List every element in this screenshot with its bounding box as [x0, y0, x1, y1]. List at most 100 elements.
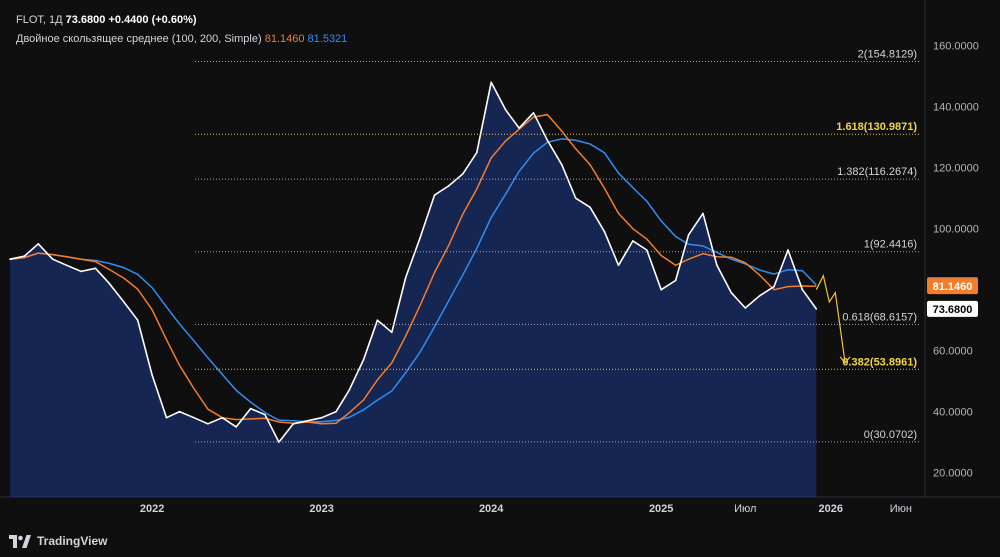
price-point: [80, 270, 82, 273]
price-point: [348, 389, 350, 392]
price-point: [264, 413, 266, 416]
x-tick-label: Июл: [734, 503, 756, 515]
price-change: +0.4400 (+0.60%): [108, 14, 197, 26]
ma-100-badge[interactable]: 81.1460: [927, 278, 978, 295]
last-price-badge-text: 73.6800: [933, 304, 973, 316]
price-point: [504, 108, 507, 111]
price-point: [292, 423, 295, 425]
last-price-badge[interactable]: 73.6800: [927, 300, 978, 317]
price-point: [787, 249, 789, 251]
price-point: [518, 127, 520, 129]
price-point: [362, 358, 365, 361]
price-point: [419, 237, 421, 239]
price-point: [687, 233, 690, 236]
ma-100-badge-text: 81.1460: [933, 281, 973, 293]
price-point: [632, 240, 634, 242]
price-point: [674, 279, 677, 282]
price-point: [702, 212, 704, 215]
price-point: [165, 416, 168, 419]
price-point: [235, 426, 237, 428]
tradingview-logo[interactable]: TradingView: [9, 532, 107, 550]
x-tick-label: 2025: [649, 503, 673, 515]
price-point: [94, 267, 97, 270]
price-area: [10, 82, 817, 498]
fib-level-label: 1.382(116.2674): [837, 166, 917, 178]
price-point: [716, 264, 718, 267]
price-point: [603, 230, 606, 233]
price-point: [744, 307, 747, 309]
x-tick-label: Июн: [890, 503, 912, 515]
ma-slow-value: 81.5321: [307, 33, 348, 45]
y-tick-label: 20.0000: [933, 468, 973, 480]
projection-arrowhead: [839, 356, 851, 364]
last-price: 73.6800: [65, 14, 106, 26]
price-point: [462, 172, 464, 175]
price-point: [37, 243, 40, 245]
price-point: [660, 288, 662, 291]
price-point: [306, 419, 309, 422]
price-point: [122, 301, 125, 303]
price-point: [9, 258, 11, 260]
logo-text: TradingView: [37, 534, 108, 548]
price-point: [475, 151, 478, 154]
price-point: [447, 185, 450, 187]
price-point: [335, 410, 337, 413]
ma-200-line[interactable]: [9, 138, 817, 423]
price-point: [136, 319, 139, 321]
price-point: [23, 255, 26, 257]
price-point: [404, 276, 407, 279]
price-point: [178, 410, 181, 413]
price-point: [207, 423, 209, 425]
x-tick-label: 2026: [818, 503, 842, 515]
y-tick-label: 120.0000: [933, 163, 979, 175]
price-point: [108, 282, 111, 285]
price-point: [376, 319, 379, 321]
fib-level-label: 2(154.8129): [858, 49, 917, 61]
price-point: [433, 194, 436, 196]
symbol-label[interactable]: FLOT, 1Д: [16, 14, 63, 26]
price-point: [546, 139, 549, 142]
price-point: [617, 264, 620, 267]
price-point: [532, 112, 535, 114]
fib-level-label: 0.618(68.6157): [842, 311, 917, 323]
fib-level-label: 0(30.0702): [864, 429, 917, 441]
y-tick-label: 60.0000: [933, 346, 973, 358]
y-tick-label: 100.0000: [933, 224, 979, 236]
price-point: [589, 206, 591, 209]
x-tick-label: 2024: [479, 503, 504, 515]
x-tick-label: 2022: [140, 503, 164, 515]
y-tick-label: 160.0000: [933, 41, 979, 53]
y-tick-label: 140.0000: [933, 102, 979, 114]
price-point: [574, 197, 577, 199]
price-points: [9, 81, 818, 443]
price-point: [773, 285, 775, 288]
price-point: [490, 81, 492, 84]
price-point: [51, 258, 54, 260]
price-point: [801, 288, 804, 291]
price-point: [65, 264, 68, 267]
price-point: [320, 416, 323, 419]
indicator-label[interactable]: Двойное скользящее среднее (100, 200, Si…: [16, 33, 262, 45]
symbol-legend[interactable]: FLOT, 1Д 73.6800 +0.4400 (+0.60%): [16, 14, 197, 26]
y-tick-label: 40.0000: [933, 407, 973, 419]
price-point: [730, 291, 733, 294]
price-point: [560, 163, 563, 166]
price-point: [193, 416, 195, 419]
fib-level-label: 1(92.4416): [864, 239, 917, 251]
price-point: [815, 308, 818, 310]
indicator-legend[interactable]: Двойное скользящее среднее (100, 200, Si…: [16, 33, 347, 45]
price-point: [390, 331, 393, 334]
x-tick-label: 2023: [309, 503, 333, 515]
ma-fast-value: 81.1460: [264, 33, 305, 45]
fib-level-label: 1.618(130.9871): [836, 121, 917, 133]
price-line[interactable]: [9, 81, 817, 443]
ma-100-line[interactable]: [9, 113, 817, 425]
tradingview-logo-icon: [9, 534, 31, 548]
projection-path[interactable]: [815, 273, 846, 363]
price-point: [151, 374, 153, 376]
fib-level-label: 0.382(53.8961): [842, 356, 917, 368]
price-point: [221, 416, 224, 419]
price-point: [249, 407, 252, 410]
